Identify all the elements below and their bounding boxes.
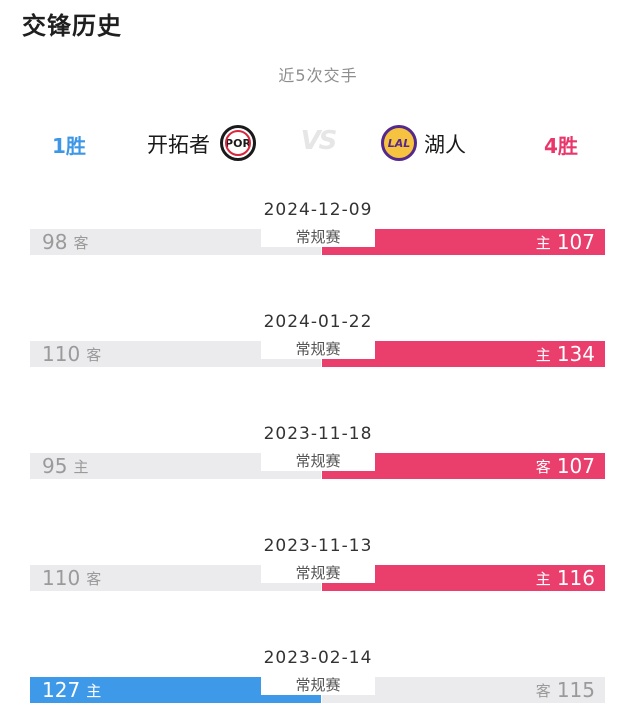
right-home-away-tag: 客	[535, 457, 551, 476]
game-date: 2024-01-22	[263, 312, 373, 332]
left-score: 98	[42, 230, 68, 254]
game-type: 常规赛	[295, 452, 341, 470]
page-title: 交锋历史	[22, 12, 122, 40]
right-score: 116	[556, 566, 595, 590]
left-home-away-tag: 主	[86, 681, 102, 700]
left-score: 110	[42, 342, 81, 366]
right-score: 115	[556, 678, 595, 702]
right-home-away-tag: 主	[535, 345, 551, 364]
left-score: 95	[42, 454, 68, 478]
right-home-away-tag: 主	[535, 569, 551, 588]
blazers-logo-ring	[225, 130, 251, 156]
game-row[interactable]: 2023-11-13 110 客 主 116 常规赛	[0, 536, 636, 616]
game-date: 2023-11-13	[263, 536, 373, 556]
right-score: 107	[556, 454, 595, 478]
game-type: 常规赛	[295, 228, 341, 246]
game-date: 2023-02-14	[263, 648, 373, 668]
section-subtitle: 近5次交手	[278, 66, 358, 85]
left-score: 127	[42, 678, 81, 702]
game-date: 2023-11-18	[263, 424, 373, 444]
left-home-away-tag: 客	[86, 569, 102, 588]
right-score-bar: 主 116	[322, 565, 605, 591]
game-type: 常规赛	[295, 564, 341, 582]
right-home-away-tag: 主	[535, 233, 551, 252]
game-row[interactable]: 2024-12-09 98 客 主 107 常规赛	[0, 200, 636, 280]
game-row[interactable]: 2023-02-14 127 主 客 115 常规赛	[0, 648, 636, 728]
left-team-wins: 1胜	[52, 134, 86, 158]
game-row[interactable]: 2023-11-18 95 主 客 107 常规赛	[0, 424, 636, 504]
right-score: 107	[556, 230, 595, 254]
right-score: 134	[556, 342, 595, 366]
left-team-name[interactable]: 开拓者	[147, 133, 210, 157]
game-row[interactable]: 2024-01-22 110 客 主 134 常规赛	[0, 312, 636, 392]
left-home-away-tag: 客	[86, 345, 102, 364]
left-home-away-tag: 客	[73, 233, 89, 252]
right-team-name[interactable]: 湖人	[424, 133, 466, 157]
game-type: 常规赛	[295, 676, 341, 694]
vs-icon: VS	[300, 126, 338, 156]
lakers-logo-text: LAL	[387, 136, 411, 150]
right-home-away-tag: 客	[535, 681, 551, 700]
blazers-logo-icon[interactable]: POR	[220, 125, 256, 161]
lakers-logo-icon[interactable]: LAL	[381, 125, 417, 161]
left-score: 110	[42, 566, 81, 590]
game-date: 2024-12-09	[263, 200, 373, 220]
left-home-away-tag: 主	[73, 457, 89, 476]
right-team-wins: 4胜	[544, 134, 578, 158]
game-type: 常规赛	[295, 340, 341, 358]
